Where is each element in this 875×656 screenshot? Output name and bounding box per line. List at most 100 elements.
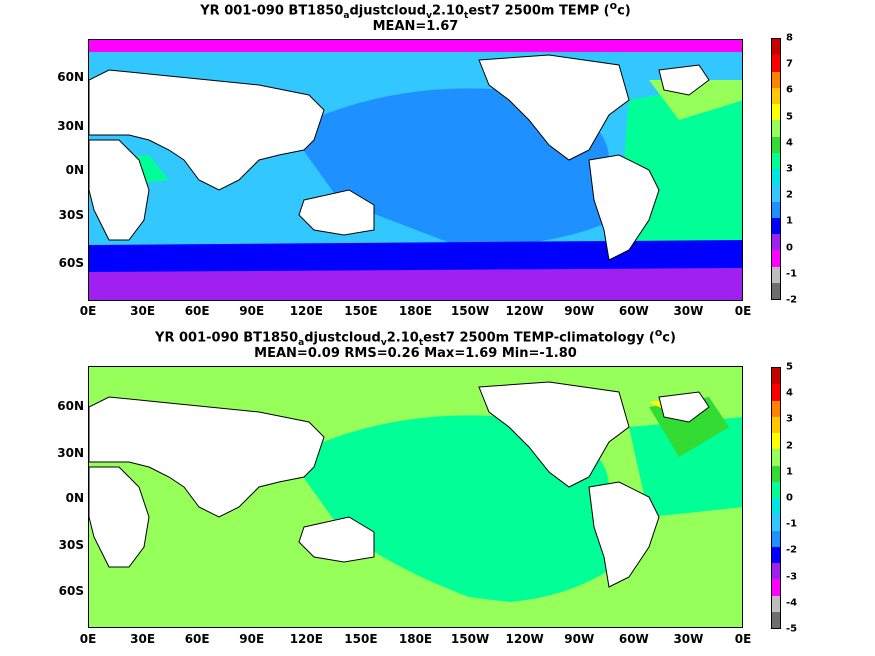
lat-label: 60N: [57, 70, 84, 84]
colorbar-tick-label: 7: [786, 58, 793, 70]
lat-label: 30S: [58, 208, 84, 222]
colorbar-segment: [772, 136, 780, 153]
panel-1-title: YR 001-090 BT1850adjustcloudv2.10test7 2…: [200, 0, 631, 21]
colorbar-tick-label: -2: [786, 294, 798, 306]
lon-label: 0E: [734, 632, 752, 646]
colorbar-segment: [772, 201, 780, 218]
lon-label: 90E: [239, 632, 265, 646]
map-2: [88, 366, 743, 628]
colorbar-segment: [772, 579, 780, 596]
panel-1-mean: MEAN=1.67: [372, 19, 459, 34]
lon-label: 180E: [398, 632, 433, 646]
colorbar-tick-label: -2: [786, 544, 798, 556]
colorbar-segment: [772, 595, 780, 612]
lon-label: 120E: [289, 304, 323, 318]
colorbar-segment: [772, 530, 780, 547]
colorbar-segment: [772, 217, 780, 234]
colorbar-segment: [772, 449, 780, 466]
lon-label: 120W: [505, 632, 544, 646]
lon-label: 60W: [618, 304, 649, 318]
colorbar-segment: [772, 384, 780, 401]
colorbar-tick-label: -4: [786, 597, 798, 609]
colorbar-tick-label: 0: [786, 242, 793, 254]
colorbar-segment: [772, 234, 780, 251]
colorbar-segment: [772, 611, 780, 628]
lon-label: 60E: [184, 632, 210, 646]
lon-label: 180E: [398, 304, 433, 318]
lat-label: 30S: [58, 538, 84, 552]
panel-2-stats: MEAN=0.09 RMS=0.26 Max=1.69 Min=-1.80: [254, 346, 577, 361]
lat-label: 60S: [58, 256, 84, 270]
colorbar-tick-label: 4: [786, 137, 793, 149]
lat-label: 60S: [58, 584, 84, 598]
colorbar-tick-label: 5: [786, 361, 793, 373]
lon-label: 0E: [79, 304, 97, 318]
lon-label: 90W: [564, 632, 595, 646]
lon-label: 150W: [450, 304, 490, 318]
colorbar-tick-label: 3: [786, 413, 793, 425]
colorbar-segment: [772, 498, 780, 515]
lat-label: 60N: [57, 399, 84, 413]
panel-2-title: YR 001-090 BT1850adjustcloudv2.10test7 2…: [155, 326, 676, 348]
lon-label: 60E: [184, 304, 210, 318]
colorbar-tick-label: 1: [786, 466, 793, 478]
colorbar-segment: [772, 546, 780, 563]
map-2-field: [89, 367, 742, 627]
colorbar-tick-label: 1: [786, 215, 793, 227]
lon-label: 150W: [450, 632, 490, 646]
lon-label: 30E: [130, 632, 156, 646]
colorbar-segment: [772, 266, 780, 283]
colorbar-tick-label: -1: [786, 518, 798, 530]
lon-label: 60W: [618, 632, 649, 646]
lon-label: 150E: [344, 304, 378, 318]
colorbar-segment: [772, 152, 780, 169]
lat-label: 30N: [57, 119, 84, 133]
lon-label: 30W: [673, 632, 704, 646]
colorbar-tick-label: 8: [786, 32, 793, 44]
lat-label: 30N: [57, 446, 84, 460]
colorbar-tick-label: 4: [786, 387, 793, 399]
lon-label: 120E: [289, 632, 323, 646]
colorbar-1: [771, 38, 781, 300]
colorbar-segment: [772, 185, 780, 202]
colorbar-tick-label: 2: [786, 189, 793, 201]
lon-label: 90E: [239, 304, 265, 318]
colorbar-segment: [772, 39, 780, 56]
colorbar-segment: [772, 282, 780, 299]
lon-label: 30W: [673, 304, 704, 318]
colorbar-segment: [772, 433, 780, 450]
colorbar-segment: [772, 416, 780, 433]
colorbar-tick-label: 0: [786, 492, 793, 504]
colorbar-segment: [772, 120, 780, 137]
lon-label: 0E: [734, 304, 752, 318]
map-1-field: [89, 40, 742, 300]
colorbar-tick-label: 5: [786, 111, 793, 123]
colorbar-segment: [772, 465, 780, 482]
colorbar-segment: [772, 368, 780, 385]
lon-label: 120W: [505, 304, 544, 318]
colorbar-segment: [772, 514, 780, 531]
colorbar-tick-label: 3: [786, 163, 793, 175]
colorbar-tick-label: 2: [786, 440, 793, 452]
colorbar-segment: [772, 71, 780, 88]
lon-label: 30E: [130, 304, 156, 318]
colorbar-tick-label: 6: [786, 84, 793, 96]
colorbar-tick-label: -1: [786, 268, 798, 280]
colorbar-segment: [772, 104, 780, 121]
colorbar-segment: [772, 400, 780, 417]
lat-label: 0N: [65, 491, 84, 505]
colorbar-tick-label: -3: [786, 571, 798, 583]
lon-label: 90W: [564, 304, 595, 318]
colorbar-segment: [772, 250, 780, 267]
colorbar-segment: [772, 87, 780, 104]
colorbar-segment: [772, 481, 780, 498]
map-1: [88, 39, 743, 301]
colorbar-segment: [772, 55, 780, 72]
colorbar-segment: [772, 563, 780, 580]
colorbar-2: [771, 367, 781, 629]
lat-label: 0N: [65, 163, 84, 177]
colorbar-segment: [772, 169, 780, 186]
lon-label: 150E: [344, 632, 378, 646]
lon-label: 0E: [79, 632, 97, 646]
colorbar-tick-label: -5: [786, 623, 798, 635]
